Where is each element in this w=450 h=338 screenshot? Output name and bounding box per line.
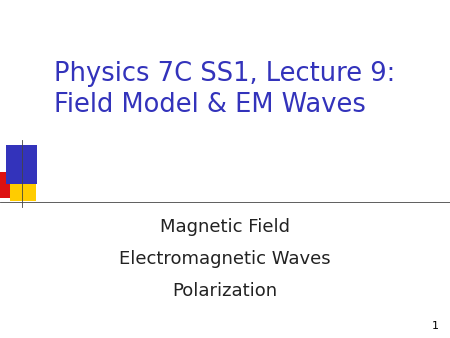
Text: Electromagnetic Waves: Electromagnetic Waves	[119, 250, 331, 268]
Bar	[0, 172, 22, 198]
Text: 1: 1	[432, 321, 439, 331]
Bar	[10, 179, 36, 201]
Text: Polarization: Polarization	[172, 282, 278, 300]
Text: Physics 7C SS1, Lecture 9:
Field Model & EM Waves: Physics 7C SS1, Lecture 9: Field Model &…	[54, 61, 395, 118]
Bar	[6, 145, 37, 184]
Text: Magnetic Field: Magnetic Field	[160, 218, 290, 236]
